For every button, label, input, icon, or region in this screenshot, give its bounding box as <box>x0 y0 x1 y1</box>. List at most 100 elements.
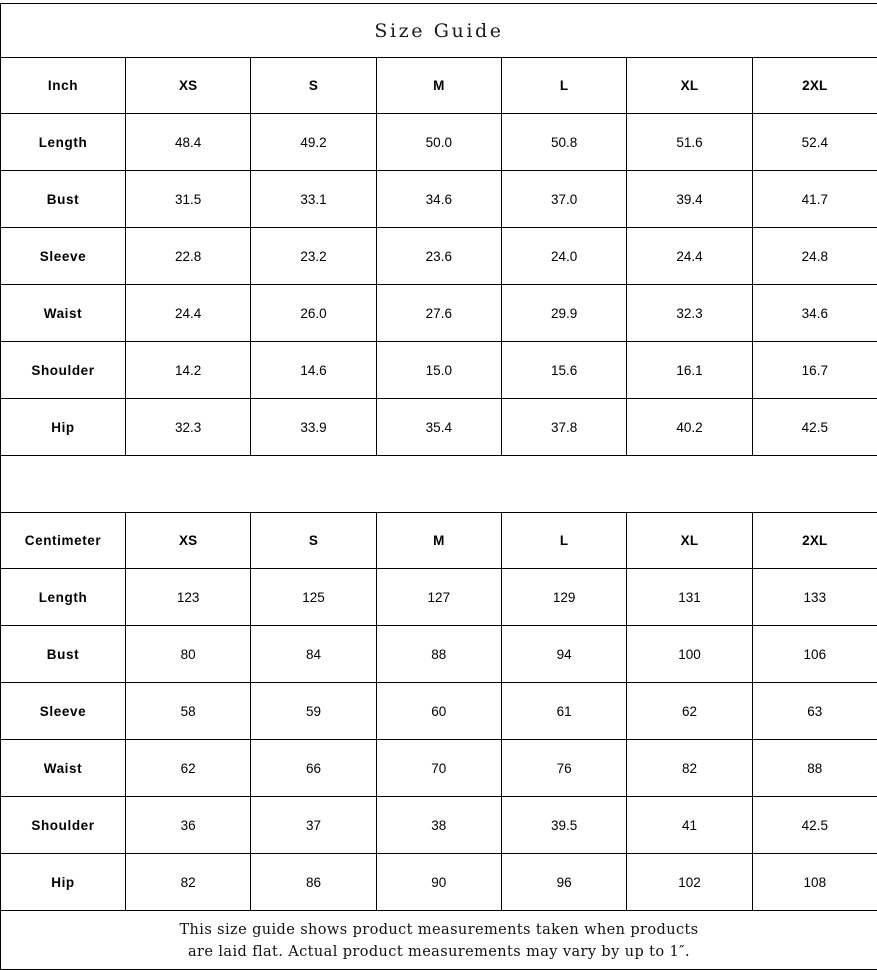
measurement-label-shoulder: Shoulder <box>1 797 126 854</box>
measurement-value: 34.6 <box>752 285 877 342</box>
measurement-value: 23.2 <box>251 228 376 285</box>
measurement-value: 60 <box>376 683 501 740</box>
measurement-value: 48.4 <box>126 114 251 171</box>
title-row: Size Guide <box>1 4 877 58</box>
measurement-value: 42.5 <box>752 797 877 854</box>
measurement-value: 133 <box>752 569 877 626</box>
measurement-value: 59 <box>251 683 376 740</box>
size-header-xl: XL <box>627 513 752 569</box>
measurement-label-bust: Bust <box>1 626 126 683</box>
measurement-value: 32.3 <box>627 285 752 342</box>
measurement-value: 16.1 <box>627 342 752 399</box>
measurement-value: 86 <box>251 854 376 911</box>
measurement-value: 41 <box>627 797 752 854</box>
measurement-label-sleeve: Sleeve <box>1 228 126 285</box>
size-header-s: S <box>251 513 376 569</box>
measurement-value: 34.6 <box>376 171 501 228</box>
footer-note: This size guide shows product measuremen… <box>1 911 877 970</box>
measurement-value: 88 <box>752 740 877 797</box>
measurement-value: 62 <box>126 740 251 797</box>
measurement-value: 15.0 <box>376 342 501 399</box>
table-separator-row <box>1 456 877 513</box>
measurement-value: 41.7 <box>752 171 877 228</box>
measurement-label-waist: Waist <box>1 740 126 797</box>
page-title: Size Guide <box>1 4 877 58</box>
measurement-value: 26.0 <box>251 285 376 342</box>
measurement-value: 14.6 <box>251 342 376 399</box>
measurement-value: 42.5 <box>752 399 877 456</box>
measurement-value: 52.4 <box>752 114 877 171</box>
measurement-value: 58 <box>126 683 251 740</box>
measurement-value: 24.8 <box>752 228 877 285</box>
measurement-value: 50.0 <box>376 114 501 171</box>
size-header-xl: XL <box>627 58 752 114</box>
measurement-label-sleeve: Sleeve <box>1 683 126 740</box>
measurement-value: 16.7 <box>752 342 877 399</box>
measurement-value: 70 <box>376 740 501 797</box>
measurement-label-shoulder: Shoulder <box>1 342 126 399</box>
measurement-value: 80 <box>126 626 251 683</box>
inch-unit-label: Inch <box>1 58 126 114</box>
measurement-value: 62 <box>627 683 752 740</box>
measurement-value: 36 <box>126 797 251 854</box>
size-header-xs: XS <box>126 58 251 114</box>
measurement-value: 33.1 <box>251 171 376 228</box>
measurement-value: 31.5 <box>126 171 251 228</box>
measurement-value: 123 <box>126 569 251 626</box>
measurement-value: 14.2 <box>126 342 251 399</box>
measurement-value: 39.5 <box>501 797 626 854</box>
measurement-value: 24.4 <box>126 285 251 342</box>
measurement-value: 96 <box>501 854 626 911</box>
measurement-value: 49.2 <box>251 114 376 171</box>
measurement-label-waist: Waist <box>1 285 126 342</box>
footer-note-line-1: This size guide shows product measuremen… <box>1 919 877 941</box>
measurement-value: 66 <box>251 740 376 797</box>
measurement-value: 100 <box>627 626 752 683</box>
measurement-value: 24.4 <box>627 228 752 285</box>
size-header-m: M <box>376 58 501 114</box>
measurement-value: 50.8 <box>501 114 626 171</box>
measurement-value: 76 <box>501 740 626 797</box>
measurement-value: 90 <box>376 854 501 911</box>
measurement-label-bust: Bust <box>1 171 126 228</box>
measurement-value: 40.2 <box>627 399 752 456</box>
size-header-2xl: 2XL <box>752 513 877 569</box>
measurement-value: 33.9 <box>251 399 376 456</box>
measurement-value: 129 <box>501 569 626 626</box>
measurement-value: 108 <box>752 854 877 911</box>
measurement-value: 131 <box>627 569 752 626</box>
size-header-2xl: 2XL <box>752 58 877 114</box>
measurement-value: 38 <box>376 797 501 854</box>
measurement-value: 23.6 <box>376 228 501 285</box>
measurement-value: 27.6 <box>376 285 501 342</box>
measurement-value: 35.4 <box>376 399 501 456</box>
size-header-xs: XS <box>126 513 251 569</box>
size-header-l: L <box>501 58 626 114</box>
cm-unit-label: Centimeter <box>1 513 126 569</box>
size-header-l: L <box>501 513 626 569</box>
measurement-label-hip: Hip <box>1 399 126 456</box>
table-separator-cell <box>1 456 877 513</box>
measurement-value: 106 <box>752 626 877 683</box>
measurement-value: 127 <box>376 569 501 626</box>
size-header-s: S <box>251 58 376 114</box>
measurement-value: 94 <box>501 626 626 683</box>
measurement-value: 82 <box>126 854 251 911</box>
measurement-value: 63 <box>752 683 877 740</box>
measurement-label-length: Length <box>1 569 126 626</box>
